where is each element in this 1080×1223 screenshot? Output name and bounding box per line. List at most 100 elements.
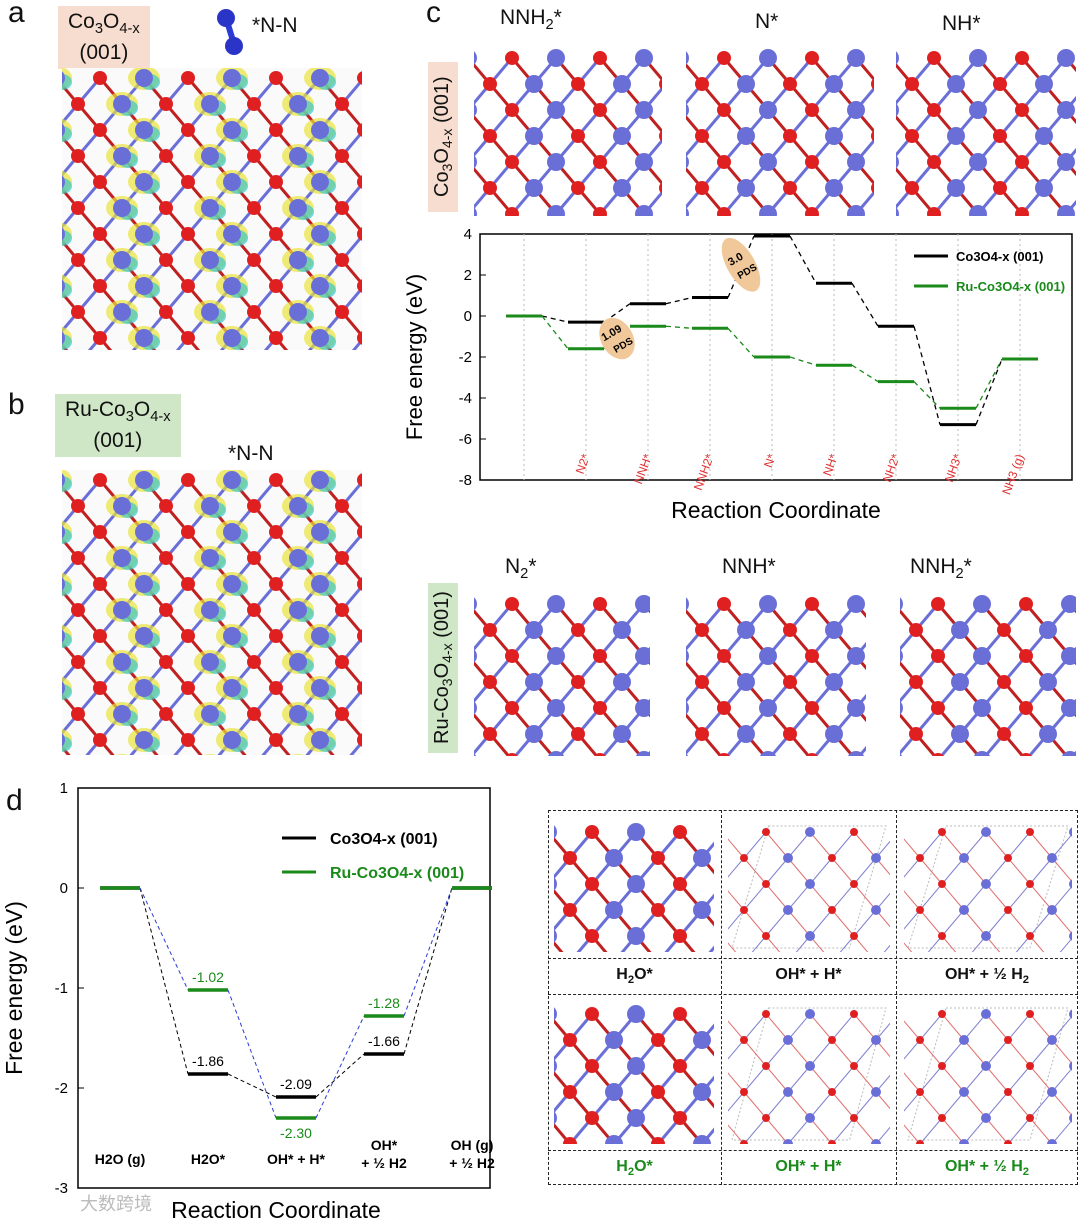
o-atom [247, 655, 261, 669]
o-atom [159, 603, 173, 617]
bond [875, 909, 890, 928]
bond [743, 1013, 767, 1041]
grid-label-ohh-top: OH* + H* [775, 966, 842, 983]
grid-label-ohh2-top: OH* + ½ H2 [944, 966, 1030, 987]
bond [1029, 883, 1053, 911]
co-atom [547, 699, 565, 717]
adsorbate-label-b: *N-N [228, 442, 274, 465]
o-atom [505, 701, 519, 715]
co-atom [737, 725, 755, 743]
o-atom [571, 675, 585, 689]
co-atom [474, 103, 477, 117]
bond [941, 857, 965, 885]
co-atom [62, 577, 65, 591]
co-atom [135, 679, 153, 697]
co-atom [981, 931, 991, 941]
co-atom [973, 751, 991, 756]
o-atom [805, 51, 819, 65]
grid-structure-5 [728, 1007, 890, 1144]
co-atom [947, 75, 965, 93]
bond [765, 1091, 789, 1119]
o-atom [247, 201, 261, 215]
co-atom [1047, 1035, 1057, 1045]
o-atom [718, 753, 730, 756]
co-atom [805, 827, 815, 837]
material-tag-b: Ru-Co3O4-x (001) [55, 394, 181, 458]
co-atom [847, 153, 865, 171]
bond [904, 1039, 921, 1060]
bond [1051, 1119, 1072, 1144]
co-atom [223, 69, 241, 87]
bond [919, 1091, 943, 1119]
o-atom [357, 279, 362, 293]
bond [728, 1020, 745, 1041]
o-atom [850, 1062, 858, 1070]
o-atom [783, 675, 797, 689]
bond [941, 1091, 965, 1119]
co-atom [959, 905, 969, 915]
bond [985, 831, 1009, 859]
o-atom [563, 1033, 577, 1047]
co-atom [547, 153, 565, 171]
co-atom [686, 597, 689, 611]
co-atom [223, 679, 241, 697]
legend-label: Ru-Co3O4-x (001) [330, 865, 464, 882]
o-atom [269, 175, 283, 189]
co-atom [896, 155, 899, 169]
co-atom [223, 277, 241, 295]
bond [919, 909, 943, 937]
co-atom [113, 601, 131, 619]
structure-image-c1 [474, 49, 662, 216]
bond [853, 831, 877, 859]
bond [985, 883, 1009, 911]
o-atom [938, 828, 946, 836]
co-atom [896, 103, 899, 117]
y-tick-label: -6 [459, 431, 472, 448]
bond [853, 1065, 877, 1093]
legend-label: Ru-Co3O4-x (001) [956, 279, 1065, 294]
bond [941, 1065, 965, 1093]
co-atom [805, 931, 815, 941]
co-atom [547, 101, 565, 119]
bond [1029, 1091, 1053, 1119]
bond [904, 909, 921, 930]
o-atom [828, 1088, 836, 1096]
y-tick-label: 0 [60, 880, 68, 897]
co-atom [969, 101, 987, 119]
category-label: + ½ H2 [449, 1155, 495, 1171]
o-atom [71, 499, 85, 513]
structure-image-c3 [896, 49, 1076, 216]
bond [787, 1117, 811, 1144]
co-atom [759, 153, 777, 171]
bond [927, 935, 943, 952]
co-atom [900, 753, 903, 756]
y-tick-label: 4 [464, 226, 472, 243]
bond [831, 1065, 855, 1093]
structure-image-c6 [900, 595, 1076, 756]
watermark: 大数跨境 [80, 1194, 152, 1214]
bond [985, 1117, 1009, 1144]
structure-image-c5 [686, 595, 866, 756]
bond [985, 909, 1009, 937]
co-atom [686, 207, 689, 216]
co-atom [871, 1087, 881, 1097]
o-atom [71, 551, 85, 565]
o-atom [695, 181, 709, 195]
o-atom [740, 906, 748, 914]
bond [1051, 833, 1072, 859]
bond [1007, 909, 1031, 937]
bond [1051, 909, 1072, 935]
bond [743, 1091, 767, 1119]
bond [1051, 1015, 1072, 1041]
bond [1007, 1039, 1031, 1067]
o-atom [1015, 51, 1029, 65]
o-atom [181, 279, 195, 293]
co-atom [1061, 751, 1076, 756]
co-atom [1039, 725, 1057, 743]
o-atom [357, 123, 362, 137]
co-atom [289, 251, 307, 269]
o-atom [828, 906, 836, 914]
connector-dash [665, 296, 693, 305]
bond [743, 1117, 767, 1144]
bond [904, 942, 913, 952]
